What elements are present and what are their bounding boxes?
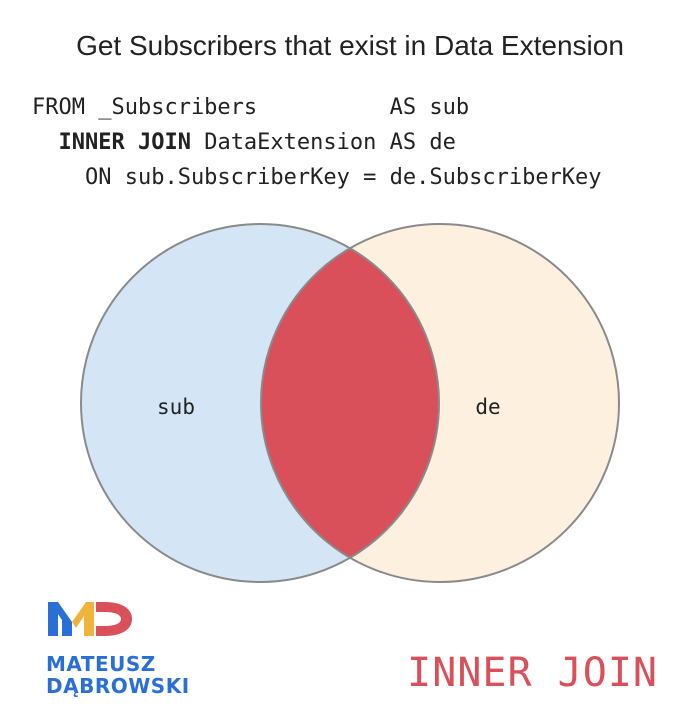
logo-m-left: [48, 602, 72, 636]
venn-outline-sub: [80, 223, 440, 583]
sql-line-from: FROM _Subscribers AS sub: [32, 95, 470, 120]
sql-line-on: ON sub.SubscriberKey = de.SubscriberKey: [32, 165, 602, 190]
logo-name-last: DĄBROWSKI: [46, 674, 190, 698]
sql-query: FROM _Subscribers AS sub INNER JOIN Data…: [32, 90, 602, 195]
diagram-title: Get Subscribers that exist in Data Exten…: [76, 30, 624, 61]
sql-join-keyword: INNER JOIN: [58, 130, 191, 155]
sql-join-target: DataExtension AS de: [190, 130, 456, 155]
sql-line-join: INNER JOIN DataExtension AS de: [32, 125, 602, 160]
logo-d: [96, 602, 132, 636]
venn-intersection: [261, 224, 439, 582]
logo-mark: [48, 602, 132, 636]
venn-label-de: de: [475, 395, 500, 419]
logo-m-mid: [72, 602, 94, 636]
venn-label-sub: sub: [157, 395, 195, 419]
venn-outline-de: [260, 223, 620, 583]
logo-name-first: MATEUSZ: [46, 652, 156, 676]
join-type-label: INNER JOIN: [407, 650, 658, 696]
